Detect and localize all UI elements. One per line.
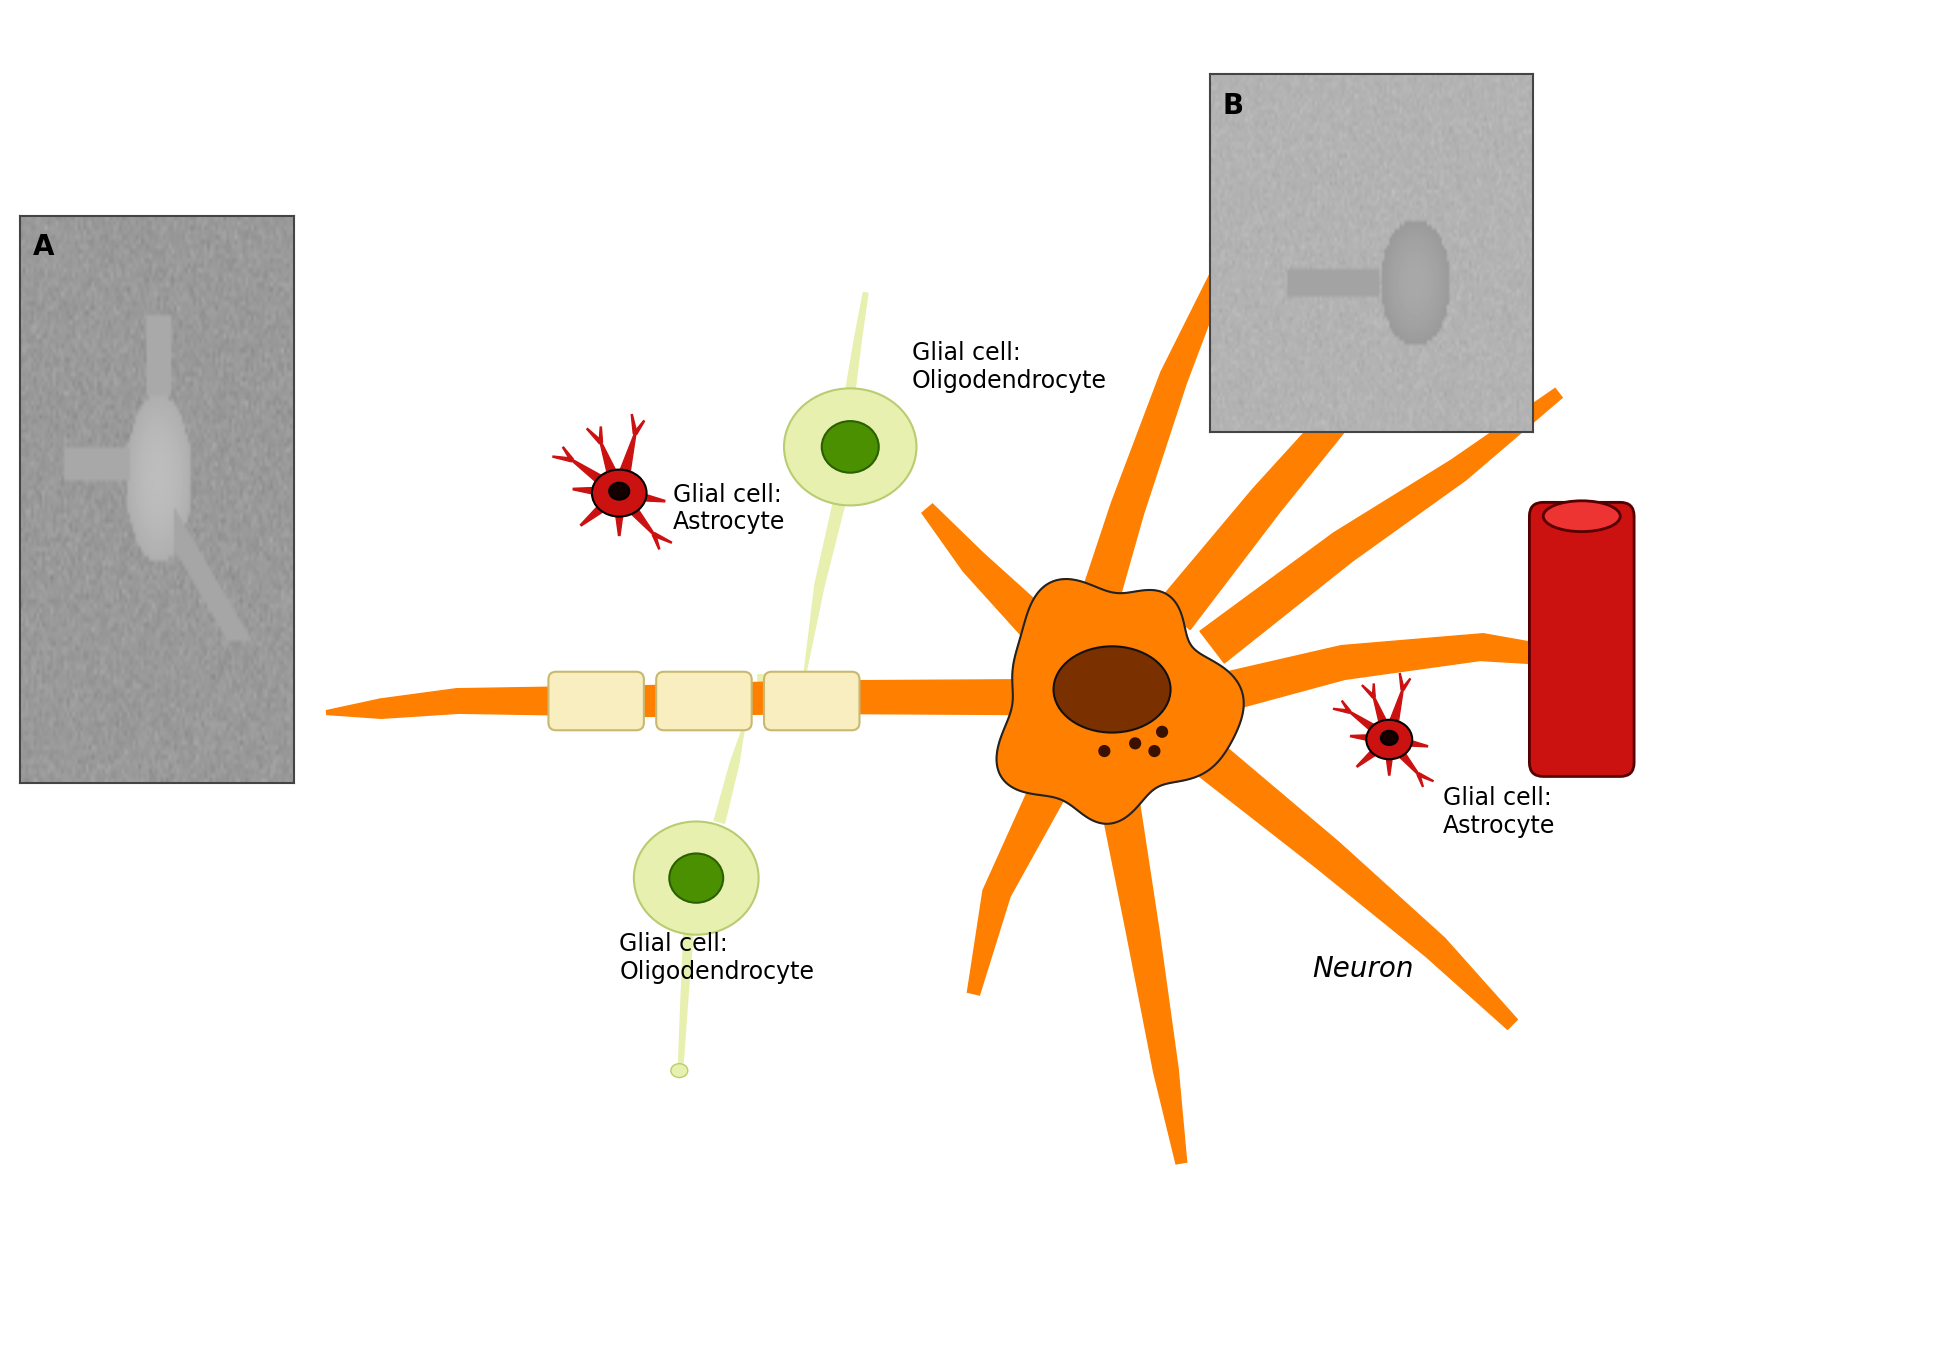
Ellipse shape xyxy=(1053,647,1168,732)
Polygon shape xyxy=(599,443,626,495)
Polygon shape xyxy=(1192,740,1517,1029)
Polygon shape xyxy=(380,680,1012,718)
FancyBboxPatch shape xyxy=(763,672,859,730)
Circle shape xyxy=(1098,745,1110,756)
Polygon shape xyxy=(654,533,671,543)
Ellipse shape xyxy=(591,470,646,516)
Polygon shape xyxy=(757,504,843,682)
Circle shape xyxy=(1129,738,1139,749)
Polygon shape xyxy=(652,533,660,549)
Circle shape xyxy=(1149,745,1159,756)
Polygon shape xyxy=(1372,697,1393,741)
Polygon shape xyxy=(1384,740,1393,775)
Polygon shape xyxy=(922,504,1055,645)
Text: A: A xyxy=(33,234,55,261)
Polygon shape xyxy=(571,459,622,498)
FancyBboxPatch shape xyxy=(548,672,644,730)
Polygon shape xyxy=(1401,679,1409,690)
Polygon shape xyxy=(573,486,620,500)
Polygon shape xyxy=(618,486,665,502)
Polygon shape xyxy=(1341,701,1350,713)
Circle shape xyxy=(1157,726,1166,737)
Ellipse shape xyxy=(1380,732,1397,745)
Polygon shape xyxy=(967,778,1067,995)
Polygon shape xyxy=(562,447,573,460)
Ellipse shape xyxy=(671,1064,687,1077)
Ellipse shape xyxy=(634,822,757,934)
Polygon shape xyxy=(599,427,603,443)
Polygon shape xyxy=(1384,736,1419,775)
Polygon shape xyxy=(1157,296,1440,629)
Polygon shape xyxy=(1333,709,1348,713)
Text: Glial cell:
Oligodendrocyte: Glial cell: Oligodendrocyte xyxy=(912,342,1106,393)
Polygon shape xyxy=(1417,772,1433,782)
Polygon shape xyxy=(1354,351,1460,404)
Ellipse shape xyxy=(1366,720,1411,759)
Text: Glial cell:
Astrocyte: Glial cell: Astrocyte xyxy=(673,482,785,535)
FancyBboxPatch shape xyxy=(1528,502,1634,776)
Ellipse shape xyxy=(609,483,628,499)
Text: Glial cell:
Oligodendrocyte: Glial cell: Oligodendrocyte xyxy=(618,931,814,984)
Polygon shape xyxy=(1200,389,1562,663)
Polygon shape xyxy=(1399,674,1403,690)
Text: Glial cell:
Astrocyte: Glial cell: Astrocyte xyxy=(1442,786,1554,837)
Text: B: B xyxy=(1223,92,1243,120)
Polygon shape xyxy=(614,489,654,535)
Polygon shape xyxy=(1388,734,1427,747)
Polygon shape xyxy=(1100,798,1186,1164)
Polygon shape xyxy=(1382,690,1403,741)
Polygon shape xyxy=(611,433,636,495)
Ellipse shape xyxy=(785,389,916,505)
Polygon shape xyxy=(1417,774,1423,787)
Polygon shape xyxy=(613,493,626,536)
Polygon shape xyxy=(327,699,382,718)
Polygon shape xyxy=(634,421,644,435)
Polygon shape xyxy=(552,456,571,462)
Text: Neuron: Neuron xyxy=(1311,954,1413,983)
Polygon shape xyxy=(845,293,867,391)
Polygon shape xyxy=(1215,633,1613,711)
Polygon shape xyxy=(1356,734,1391,767)
Polygon shape xyxy=(679,933,693,1062)
Ellipse shape xyxy=(669,855,722,902)
Polygon shape xyxy=(710,698,751,824)
Polygon shape xyxy=(1372,684,1374,697)
Ellipse shape xyxy=(822,421,877,472)
Polygon shape xyxy=(587,428,603,444)
FancyBboxPatch shape xyxy=(656,672,751,730)
Polygon shape xyxy=(1350,734,1389,745)
Polygon shape xyxy=(630,414,636,433)
Polygon shape xyxy=(1362,686,1374,698)
Ellipse shape xyxy=(1542,501,1620,532)
Polygon shape xyxy=(1348,711,1391,744)
Polygon shape xyxy=(1450,405,1536,478)
Polygon shape xyxy=(996,579,1243,824)
Polygon shape xyxy=(1078,251,1233,614)
Polygon shape xyxy=(579,487,624,526)
